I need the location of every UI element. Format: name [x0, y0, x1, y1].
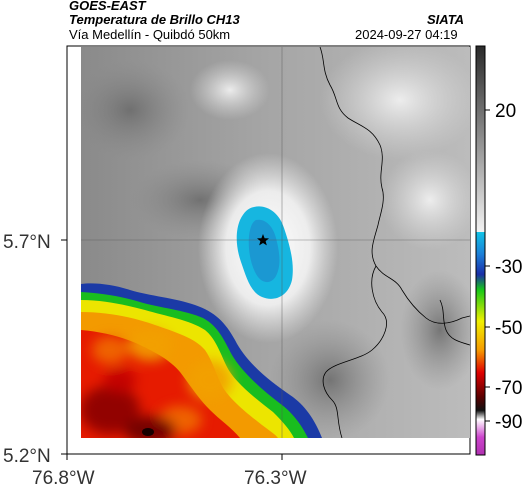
colorbar: 20 -30 -50 -70 -90 — [475, 45, 522, 456]
border-line — [322, 265, 387, 438]
lon-label-76.3: 76.3°W — [244, 468, 307, 489]
colorbar-label: 20 — [495, 101, 516, 122]
satellite-title: GOES-EAST — [69, 0, 146, 13]
lat-label-5.2: 5.2°N — [3, 446, 51, 467]
colorbar-label: -30 — [495, 257, 522, 278]
star-icon — [257, 234, 269, 246]
colorbar-label: -50 — [495, 318, 522, 339]
border-line — [439, 299, 470, 346]
region-label: Vía Medellín - Quibdó 50km — [69, 27, 231, 42]
colorbar-color-segment — [476, 232, 485, 455]
storm-complex — [81, 283, 322, 438]
colorbar-label: -70 — [495, 378, 522, 399]
border-line — [319, 47, 470, 324]
lat-label-5.7: 5.7°N — [3, 232, 51, 253]
brightness-temperature-field — [81, 47, 470, 438]
colorbar-label: -90 — [495, 412, 522, 433]
agency-label: SIATA — [427, 12, 465, 27]
timestamp-label: 2024-09-27 04:19 — [355, 27, 458, 42]
colorbar-gray-segment — [476, 46, 485, 232]
product-title: Temperatura de Brillo CH13 — [69, 12, 240, 27]
lon-label-76.8: 76.8°W — [32, 468, 95, 489]
